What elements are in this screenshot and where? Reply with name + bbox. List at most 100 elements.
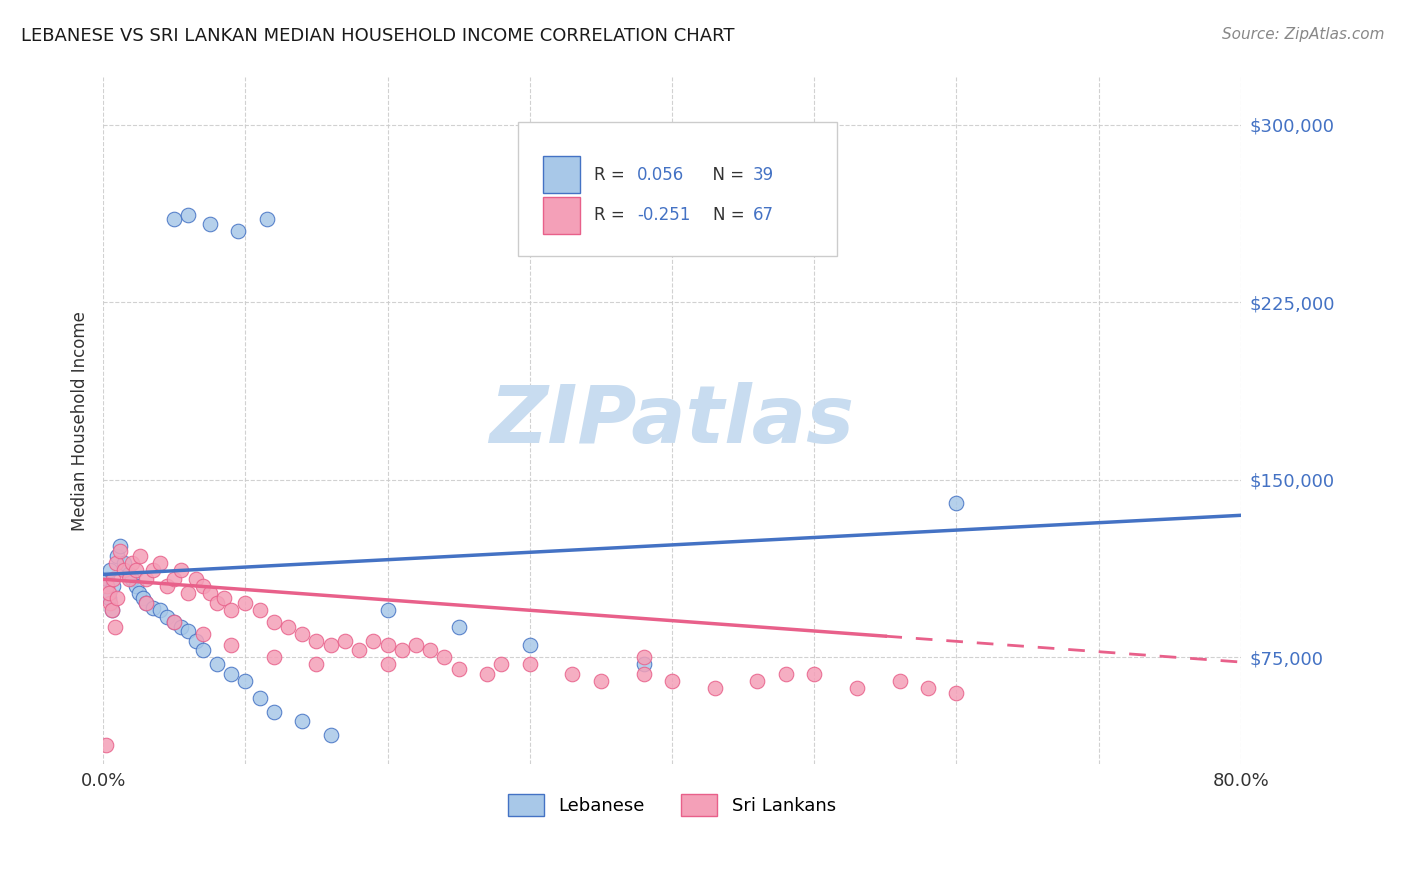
Point [205,657,228,672]
Text: Source: ZipAtlas.com: Source: ZipAtlas.com [1222,27,1385,42]
Point [177,208,200,222]
Point [391,643,413,657]
Point [377,603,399,617]
Point [889,673,911,688]
Point [633,650,655,665]
Point [184,633,207,648]
Point [263,615,285,629]
Point [98,563,121,577]
Point [235,596,257,610]
Point [125,563,148,577]
Point [747,673,769,688]
Point [377,657,399,672]
Point [94,738,117,752]
Point [291,626,314,640]
Point [433,650,456,665]
Point [519,657,541,672]
Point [163,615,186,629]
Point [170,619,193,633]
Point [249,603,271,617]
Point [96,572,118,586]
Point [191,579,214,593]
Point [121,572,143,586]
Point [142,563,165,577]
Text: 67: 67 [752,206,773,225]
Point [149,603,172,617]
Point [101,579,124,593]
Point [170,563,193,577]
Point [405,639,427,653]
Y-axis label: Median Household Income: Median Household Income [72,310,89,531]
Point [121,556,143,570]
Point [104,556,127,570]
Point [98,596,121,610]
Point [103,619,125,633]
Point [263,705,285,719]
Point [561,666,583,681]
Text: 39: 39 [752,166,773,184]
Point [305,657,328,672]
Point [212,591,235,606]
Text: LEBANESE VS SRI LANKAN MEDIAN HOUSEHOLD INCOME CORRELATION CHART: LEBANESE VS SRI LANKAN MEDIAN HOUSEHOLD … [21,27,734,45]
Point [142,600,165,615]
Point [333,633,356,648]
Point [775,666,797,681]
Point [219,603,242,617]
Point [519,639,541,653]
Point [661,673,683,688]
Point [363,633,385,648]
Point [114,563,136,577]
Point [97,586,120,600]
Point [191,643,214,657]
Point [129,549,152,563]
Point [447,662,470,676]
Legend: Lebanese, Sri Lankans: Lebanese, Sri Lankans [501,787,844,823]
Point [419,643,441,657]
Point [291,714,314,729]
Point [163,615,186,629]
Point [945,496,967,510]
Point [191,626,214,640]
Text: R =: R = [593,206,630,225]
Point [319,639,342,653]
Point [163,572,186,586]
Point [347,643,370,657]
Point [96,579,118,593]
Point [219,639,242,653]
Point [219,666,242,681]
Point [803,666,825,681]
Point [132,591,155,606]
Point [135,572,157,586]
Point [845,681,868,695]
Point [319,728,342,742]
Point [917,681,939,695]
Point [108,543,131,558]
Point [149,556,172,570]
Point [235,673,257,688]
Point [198,217,221,231]
Point [589,673,612,688]
Point [633,666,655,681]
Point [226,224,249,238]
Point [100,603,122,617]
Point [475,666,498,681]
Point [184,572,207,586]
Point [256,212,278,227]
Point [125,579,148,593]
Bar [544,156,579,194]
Point [633,657,655,672]
Point [945,686,967,700]
Point [305,633,328,648]
Bar [544,196,579,235]
Point [177,624,200,639]
Text: N =: N = [702,166,749,184]
Text: -0.251: -0.251 [637,206,690,225]
Point [447,619,470,633]
Point [105,591,128,606]
Text: ZIPatlas: ZIPatlas [489,382,855,459]
Point [114,556,136,570]
Point [277,619,299,633]
FancyBboxPatch shape [519,122,837,256]
Text: N =: N = [713,206,749,225]
Point [377,639,399,653]
